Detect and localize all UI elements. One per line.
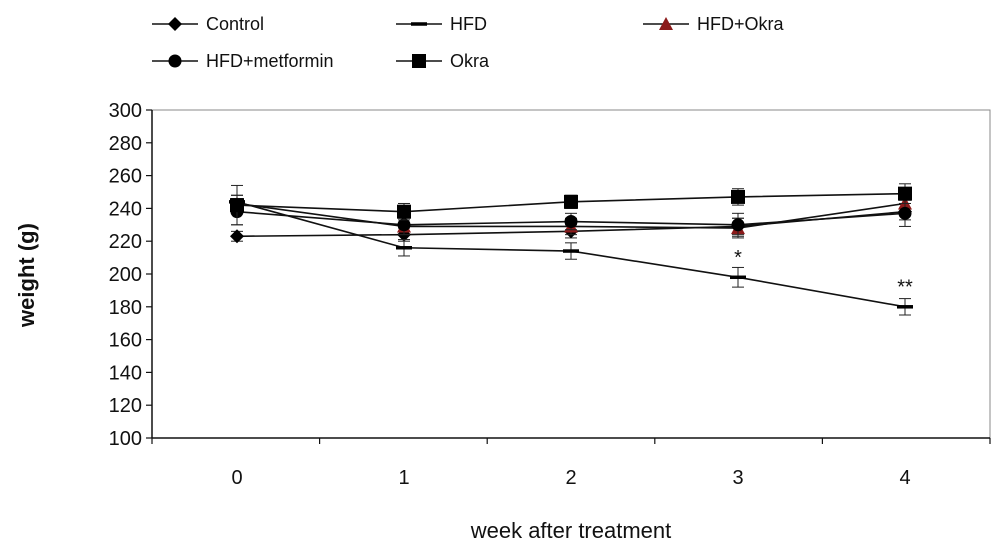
y-tick-label: 260	[109, 166, 142, 188]
data-point	[397, 218, 411, 232]
data-point	[396, 246, 412, 250]
data-point	[898, 186, 912, 201]
legend-marker	[168, 17, 182, 31]
y-tick-label: 120	[109, 395, 142, 417]
x-tick-label: 4	[899, 467, 910, 489]
legend-marker	[659, 17, 673, 30]
legend-item: HFD+Okra	[643, 14, 785, 34]
plot-frame	[151, 109, 991, 439]
legend-item: Control	[152, 14, 264, 34]
significance-annotation: **	[897, 277, 913, 299]
data-point	[897, 305, 913, 309]
x-tick-label: 0	[231, 467, 242, 489]
data-point	[730, 275, 746, 280]
y-tick-label: 220	[109, 231, 142, 253]
x-ticks: 0 1 2 3 4	[151, 438, 991, 489]
y-tick-label: 100	[109, 428, 142, 450]
legend-marker	[168, 54, 182, 68]
annotations: ***	[734, 247, 913, 299]
data-point	[731, 189, 745, 204]
significance-annotation: *	[734, 247, 742, 269]
data-point	[230, 198, 244, 213]
data-point	[563, 249, 579, 253]
legend-label: Okra	[450, 51, 490, 71]
legend-label: HFD	[450, 14, 487, 34]
series-layer	[229, 183, 913, 316]
x-tick-label: 1	[398, 467, 409, 489]
y-tick-label: 160	[109, 330, 142, 352]
y-tick-label: 300	[109, 100, 142, 122]
legend-item: HFD+metformin	[152, 51, 334, 71]
legend: Control HFD HFD+Okra HFD+metformin Okra	[152, 14, 785, 71]
legend-item: Okra	[396, 51, 490, 71]
series-okra	[230, 183, 912, 226]
legend-label: HFD+metformin	[206, 51, 334, 71]
y-tick-label: 140	[109, 362, 142, 384]
data-point	[564, 215, 578, 229]
data-point	[230, 229, 244, 244]
data-point	[731, 218, 745, 232]
legend-marker	[411, 22, 427, 26]
x-tick-label: 3	[732, 467, 743, 489]
y-ticks: 100 120 140 160 180 200 220 240 260 280 300	[109, 100, 152, 450]
data-point	[397, 204, 411, 219]
x-axis-title: week after treatment	[470, 518, 672, 543]
data-point	[898, 206, 912, 220]
legend-label: Control	[206, 14, 264, 34]
x-tick-label: 2	[565, 467, 576, 489]
y-tick-label: 200	[109, 264, 142, 286]
legend-label: HFD+Okra	[697, 14, 785, 34]
y-tick-label: 280	[109, 133, 142, 155]
y-tick-label: 180	[109, 297, 142, 319]
y-axis-title: weight (g)	[14, 223, 39, 328]
legend-marker	[412, 54, 426, 68]
data-point	[564, 194, 578, 209]
y-tick-label: 240	[109, 198, 142, 220]
legend-item: HFD	[396, 14, 487, 34]
